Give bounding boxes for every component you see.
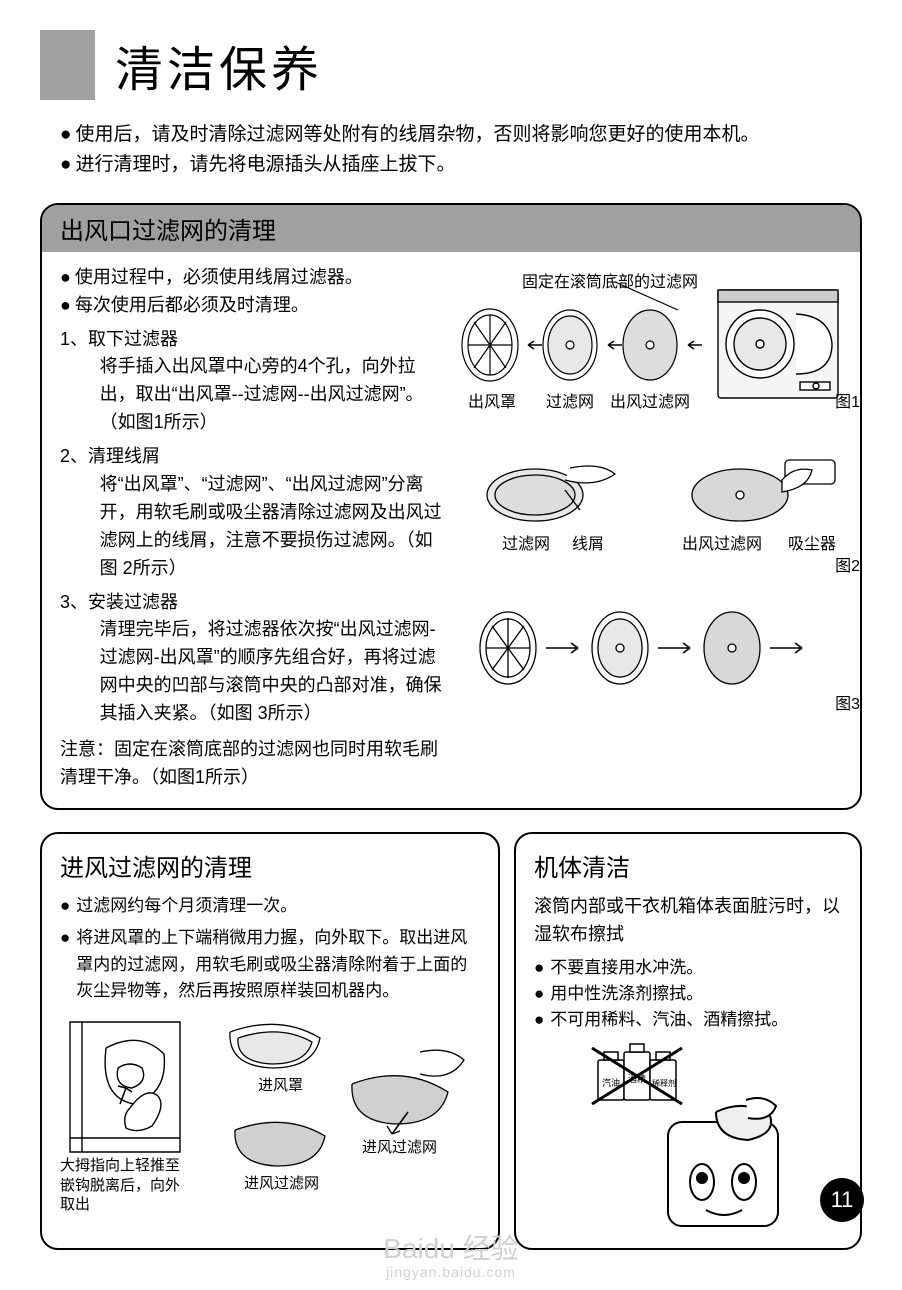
fig2-l1: 过滤网 (502, 530, 550, 554)
page-number: 11 (820, 1178, 864, 1222)
step2-title: 清理线屑 (88, 446, 160, 466)
fig1-toplabel: 固定在滚筒底部的过滤网 (522, 268, 698, 292)
s3-b1: 不要直接用水冲洗。 (550, 955, 703, 981)
step2-num: 2、 (60, 446, 88, 466)
bullet-icon: ● (60, 264, 71, 292)
fig1-num: 图1 (835, 388, 860, 412)
s1-bullet-2: 每次使用后都必须及时清理。 (75, 292, 309, 320)
s2-b2: 将进风罩的上下端稍微用力握，向外取下。取出进风罩内的过滤网，用软毛刷或吸尘器清除… (76, 925, 480, 1004)
inlet-filter-label: 进风过滤网 (362, 1136, 437, 1157)
header: 清洁保养 (40, 30, 862, 100)
s1-bullet-1: 使用过程中，必须使用线屑过滤器。 (75, 264, 363, 292)
intro-block: ● 使用后，请及时清除过滤网等处附有的线屑杂物，否则将影响您更好的使用本机。 ●… (60, 120, 842, 181)
fig3-num: 图3 (835, 690, 860, 714)
figure-2: 过滤网 线屑 出风过滤网 吸尘器 图2 (460, 440, 860, 570)
bullet-icon: ● (60, 120, 71, 150)
fig1-l2: 过滤网 (546, 388, 594, 412)
bullet-icon: ● (534, 1007, 544, 1033)
intro-line-1: 使用后，请及时清除过滤网等处附有的线屑杂物，否则将影响您更好的使用本机。 (75, 120, 759, 150)
bullet-icon: ● (60, 292, 71, 320)
outlet-filter-header: 出风口过滤网的清理 (42, 205, 860, 252)
step-1: 1、取下过滤器 将手插入出风罩中心旁的4个孔，向外拉出，取出“出风罩--过滤网-… (60, 326, 450, 438)
fig1-l3: 出风过滤网 (610, 388, 690, 412)
step1-num: 1、 (60, 329, 88, 349)
step3-body: 清理完毕后，将过滤器依次按“出风过滤网-过滤网-出风罩”的顺序先组合好，再将过滤… (100, 616, 450, 728)
inlet-cover-label: 进风罩 (258, 1074, 303, 1095)
step3-num: 3、 (60, 592, 88, 612)
fig1-l1: 出风罩 (468, 388, 516, 412)
page-title: 清洁保养 (115, 30, 323, 100)
step3-title: 安装过滤器 (88, 592, 178, 612)
figure-3: 图3 (460, 598, 860, 708)
figure-1: 固定在滚筒底部的过滤网 (460, 270, 860, 420)
header-accent-block (40, 30, 95, 100)
fig2-num: 图2 (835, 552, 860, 576)
body-clean-box: 机体清洁 滚筒内部或干衣机箱体表面脏污时，以湿软布擦拭 ●不要直接用水冲洗。 ●… (514, 832, 862, 1250)
outlet-filter-box: 出风口过滤网的清理 ● 使用过程中，必须使用线屑过滤器。 ● 每次使用后都必须及… (40, 203, 862, 810)
bullet-icon: ● (60, 150, 71, 180)
fig2-l3: 出风过滤网 (682, 530, 762, 554)
step2-body: 将“出风罩”、“过滤网”、“出风过滤网”分离开，用软毛刷或吸尘器清除过滤网及出风… (100, 471, 450, 583)
note: 注意：固定在滚筒底部的过滤网也同时用软毛刷清理干净。（如图1所示） (60, 736, 450, 792)
inlet-caption: 大拇指向上轻推至嵌钩脱离后，向外取出 (60, 1156, 180, 1215)
bullet-icon: ● (60, 893, 70, 919)
fig2-l4: 吸尘器 (788, 530, 836, 554)
step-3: 3、安装过滤器 清理完毕后，将过滤器依次按“出风过滤网-过滤网-出风罩”的顺序先… (60, 589, 450, 728)
step1-title: 取下过滤器 (88, 329, 178, 349)
bullet-icon: ● (534, 955, 544, 981)
body-svg: 汽油 酒精 稀释剂 (578, 1042, 798, 1232)
intro-line-2: 进行清理时，请先将电源插头从插座上拔下。 (75, 150, 455, 180)
s2-b1: 过滤网约每个月须清理一次。 (76, 893, 297, 919)
note-body-inline: 固定在滚筒底部的过滤网也同时用软毛刷清理干净。（如图1所示） (60, 739, 438, 787)
fig3-svg (460, 598, 860, 698)
body-clean-diagram: 汽油 酒精 稀释剂 (534, 1042, 842, 1232)
step-2: 2、清理线屑 将“出风罩”、“过滤网”、“出风过滤网”分离开，用软毛刷或吸尘器清… (60, 443, 450, 582)
inlet-filter-box: 进风过滤网的清理 ● 过滤网约每个月须清理一次。 ● 将进风罩的上下端稍微用力握… (40, 832, 500, 1250)
body-clean-header: 机体清洁 (534, 848, 842, 883)
s3-b2: 用中性洗涤剂擦拭。 (550, 981, 703, 1007)
s3-b3: 不可用稀料、汽油、酒精擦拭。 (550, 1007, 788, 1033)
inlet-header: 进风过滤网的清理 (60, 848, 480, 883)
inlet-diagram: 进风罩 进风过滤网 进风过滤网 大拇指向上轻推至嵌钩脱离后，向外取出 (60, 1012, 480, 1202)
bottle1-label: 汽油 (602, 1077, 620, 1088)
body-clean-lead: 滚筒内部或干衣机箱体表面脏污时，以湿软布擦拭 (534, 893, 842, 949)
bullet-icon: ● (60, 925, 70, 1004)
inlet-filter2-label: 进风过滤网 (244, 1172, 319, 1193)
figures-column: 固定在滚筒底部的过滤网 (460, 264, 860, 792)
fig2-l2: 线屑 (572, 530, 604, 554)
bullet-icon: ● (534, 981, 544, 1007)
step1-body: 将手插入出风罩中心旁的4个孔，向外拉出，取出“出风罩--过滤网--出风过滤网”。… (100, 353, 450, 437)
note-label: 注意： (60, 739, 114, 759)
